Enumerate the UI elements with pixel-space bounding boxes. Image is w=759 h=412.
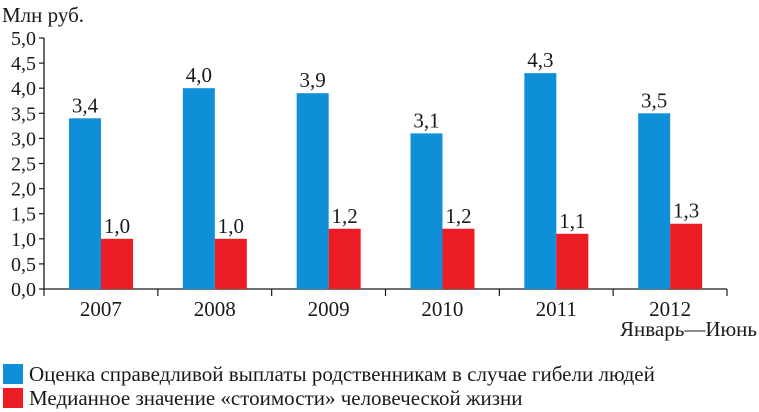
bar-blue-2011: [524, 73, 557, 289]
bar-red-2007: [101, 238, 133, 289]
data-label: 3,5: [641, 88, 667, 112]
legend: Оценка справедливой выплаты родственника…: [0, 362, 759, 410]
bar-blue-2009: [296, 93, 329, 289]
data-label: 4,3: [527, 48, 553, 72]
y-tick-label: 0,5: [11, 254, 36, 276]
legend-label-series-2: Медианное значение «стоимости» человечес…: [29, 385, 523, 410]
bar-blue-2010: [410, 133, 443, 289]
bar-red-2009: [328, 228, 361, 289]
bar-red-2008: [214, 238, 247, 289]
x-axis: 2007 2008 2009 2010 2011 2012: [43, 288, 728, 321]
bar-blue-2008: [182, 88, 215, 289]
bar-blue-2007: [69, 118, 101, 289]
data-labels: 3,4 4,0 3,9 3,1 4,3 3,5 1,0 1,0 1,2 1,2 1,1 1,3: [72, 48, 699, 238]
data-label: 3,9: [300, 68, 326, 92]
y-tick-label: 4,5: [11, 53, 36, 75]
y-axis: 0,0 0,5 1,0 1,5 2,0 2,5 3,0 3,5 4,0 4,5 5,0: [11, 28, 45, 301]
x-tick-label: 2010: [421, 297, 463, 321]
y-tick-label: 3,5: [11, 103, 36, 125]
bar-red-2011: [556, 233, 589, 289]
bar-red-2012: [670, 223, 703, 289]
legend-label-series-1: Оценка справедливой выплаты родственника…: [29, 361, 655, 386]
legend-item-series-2: Медианное значение «стоимости» человечес…: [0, 386, 759, 410]
data-label: 4,0: [186, 63, 212, 87]
data-label: 1,2: [332, 204, 358, 228]
data-label: 1,2: [445, 204, 471, 228]
y-tick-label: 2,5: [11, 154, 36, 176]
x-tick-label: 2012: [649, 297, 691, 321]
y-tick-label: 4,0: [11, 78, 36, 100]
bar-blue-2012: [638, 113, 671, 289]
bar-red-2010: [442, 228, 475, 289]
legend-swatch-blue: [3, 364, 23, 384]
y-tick-label: 1,5: [11, 204, 36, 226]
data-label: 1,1: [559, 209, 585, 233]
y-tick-label: 3,0: [11, 128, 36, 150]
x-tick-label: 2008: [194, 297, 236, 321]
data-label: 1,0: [104, 214, 130, 238]
y-tick-label: 1,0: [11, 229, 36, 251]
y-tick-label: 2,0: [11, 179, 36, 201]
legend-swatch-red: [3, 388, 23, 408]
x-tick-label: 2007: [80, 297, 122, 321]
legend-item-series-1: Оценка справедливой выплаты родственника…: [0, 362, 759, 386]
y-tick-label: 5,0: [11, 28, 36, 50]
data-label: 3,4: [72, 93, 99, 117]
y-tick-label: 0,0: [11, 279, 36, 301]
x-tick-label: 2011: [536, 297, 577, 321]
data-label: 1,3: [673, 199, 699, 223]
data-label: 3,1: [413, 108, 439, 132]
data-label: 1,0: [218, 214, 244, 238]
x-axis-note: Январь—Июнь: [620, 317, 757, 341]
bars: [69, 73, 703, 289]
x-tick-label: 2009: [308, 297, 350, 321]
y-axis-label: Млн руб.: [2, 3, 84, 27]
